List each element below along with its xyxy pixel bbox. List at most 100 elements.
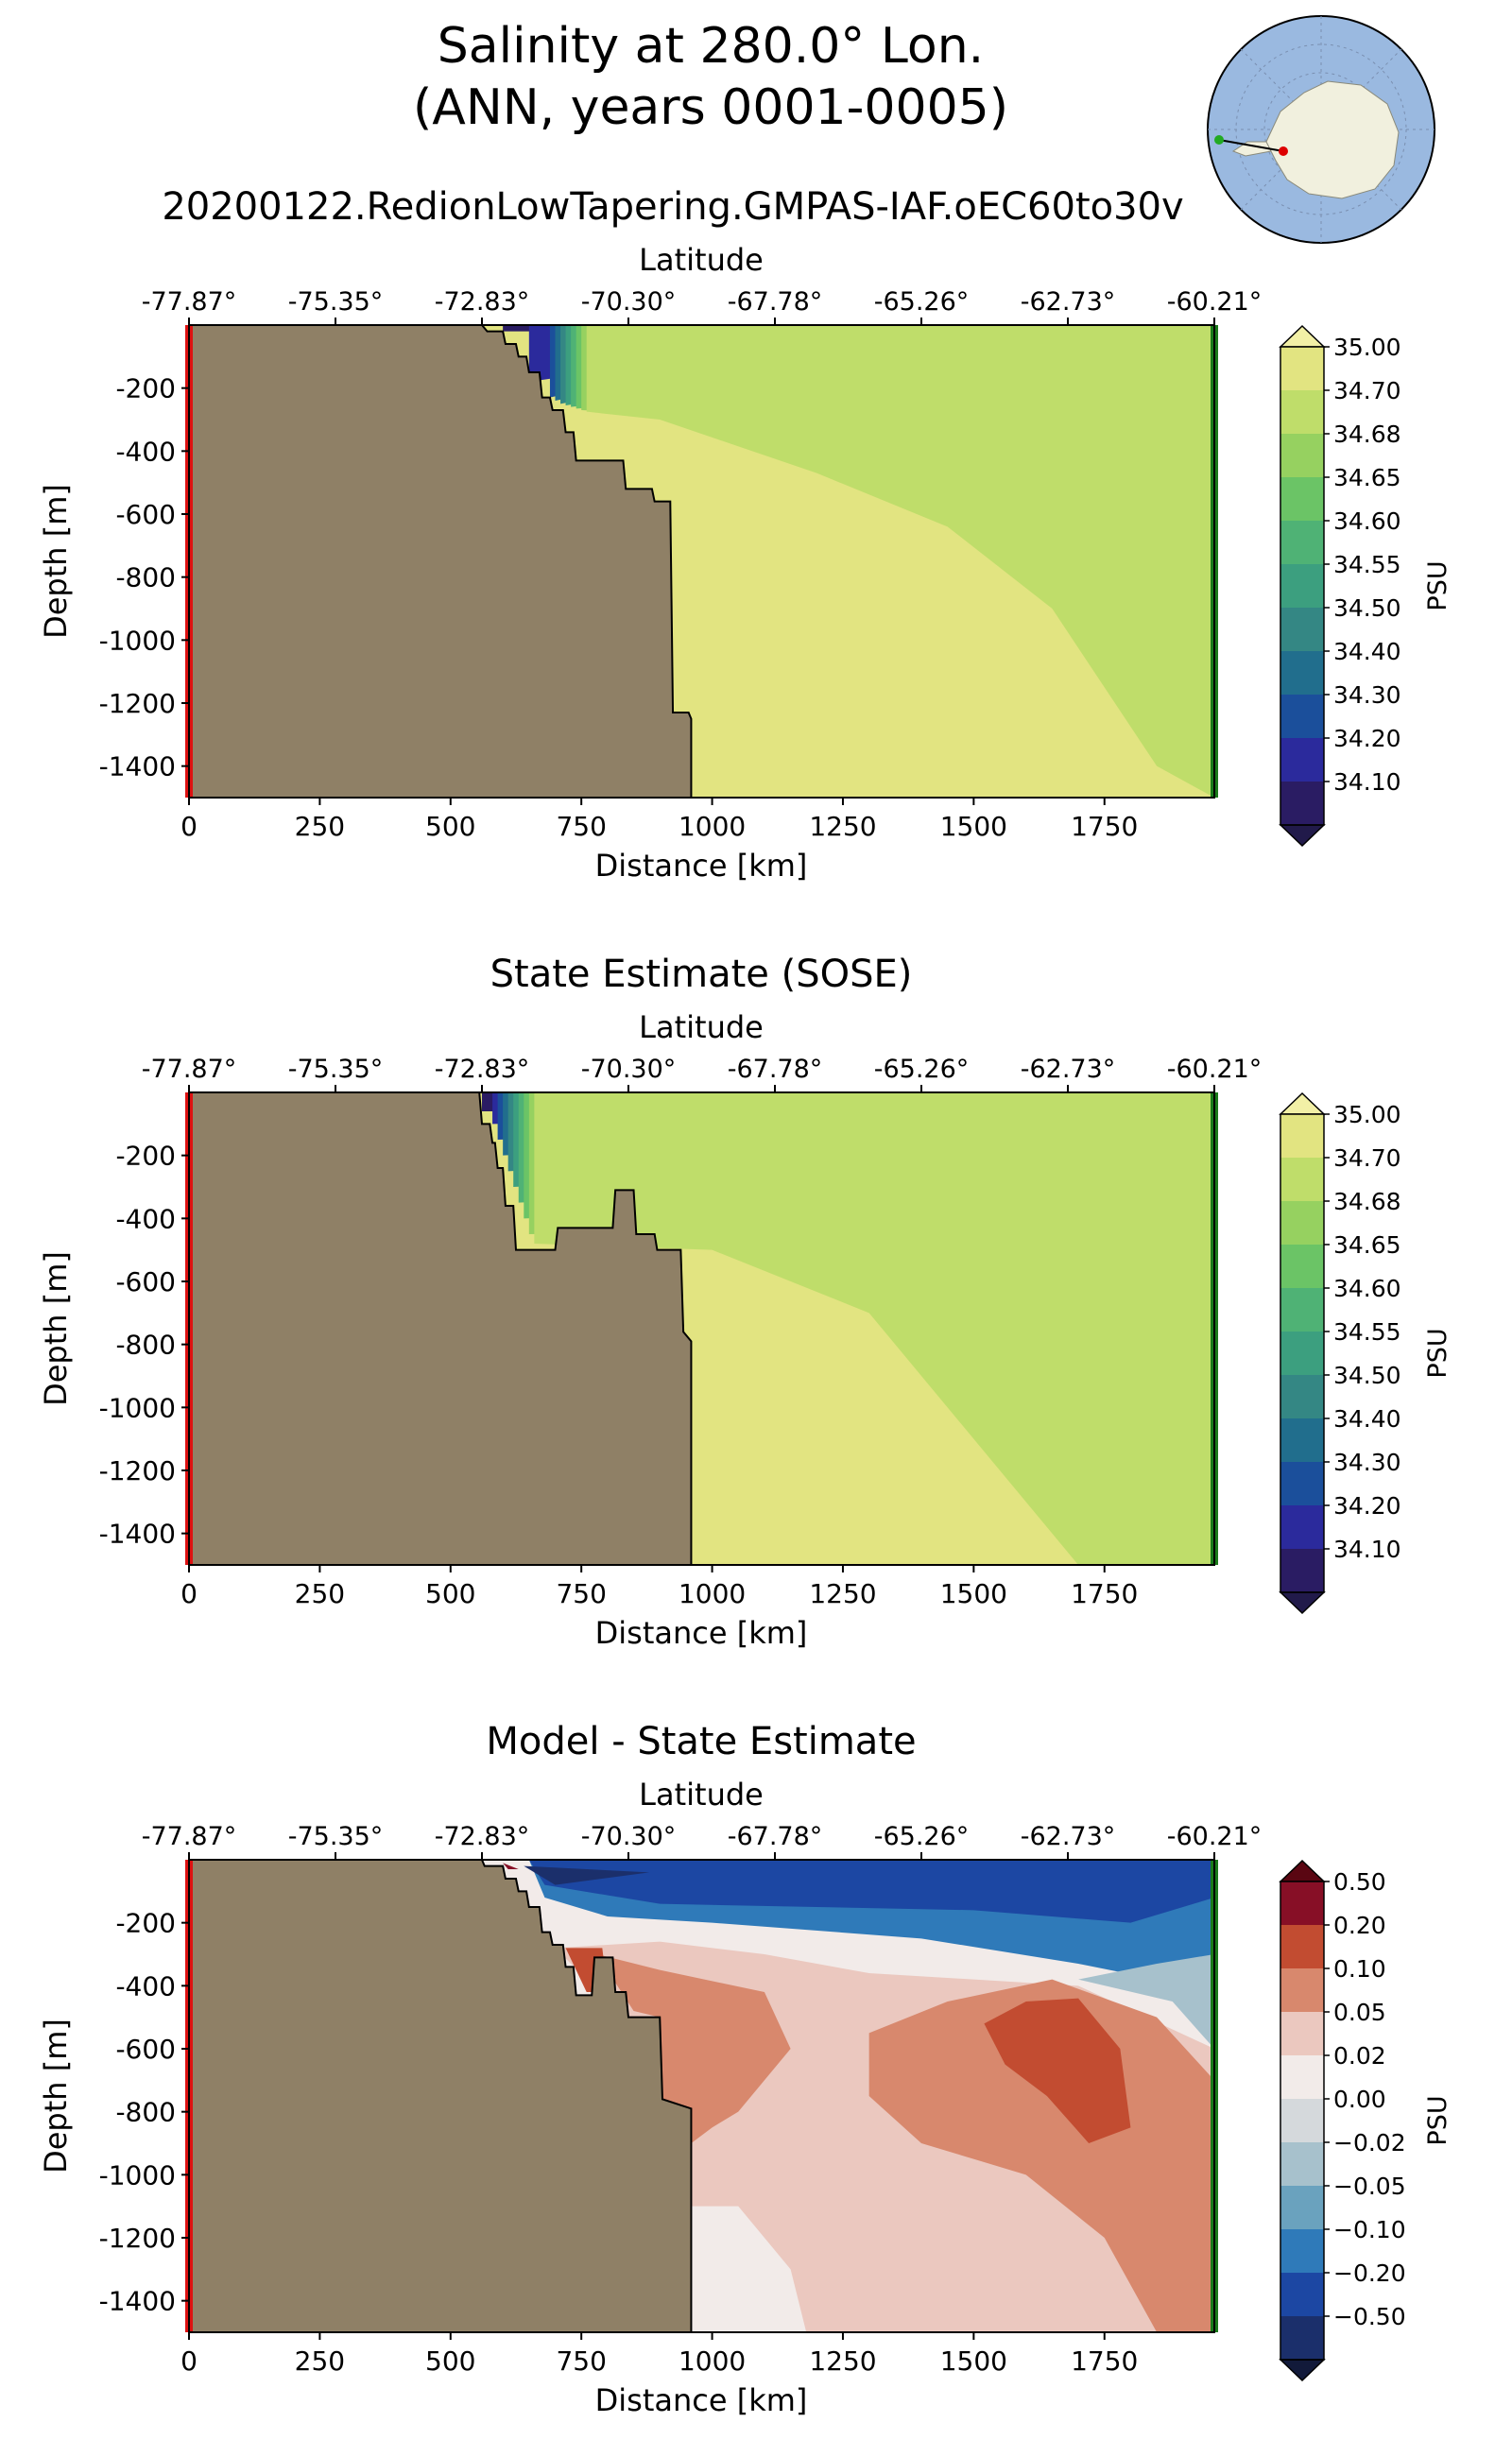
colorbar-level-label: 34.60 [1333, 1275, 1401, 1302]
lat-tick-label: -60.21° [1167, 1822, 1263, 1851]
colorbar-level-label: 34.10 [1333, 768, 1401, 796]
y-tick-label: -400 [115, 436, 176, 467]
colorbar-extend-under [1279, 824, 1326, 848]
contour-region-5 [596, 1954, 791, 2143]
top-axis-label: Latitude [639, 1009, 764, 1045]
colorbar-level-label: 34.30 [1333, 681, 1401, 709]
colorbar-swatch-7 [1280, 1418, 1324, 1462]
colorbar-level-label: −0.20 [1333, 2259, 1406, 2287]
colorbar-swatch-6 [1280, 608, 1324, 651]
colorbar-level-label: 34.70 [1333, 377, 1401, 404]
colorbar-level-label: −0.50 [1333, 2303, 1406, 2330]
colorbar-swatch-3 [1280, 2012, 1324, 2055]
y-axis-label: Depth [m] [38, 484, 74, 639]
y-tick-label: -400 [115, 1203, 176, 1234]
x-tick-label: 0 [180, 2345, 198, 2377]
colorbar-swatch-2 [1280, 434, 1324, 477]
colorbar-level-label: 34.50 [1333, 594, 1401, 622]
colorbar-swatch-5 [1280, 564, 1324, 608]
plot-area [189, 325, 1214, 798]
x-tick-label: 1000 [679, 1578, 746, 1609]
colorbar-swatch-4 [1280, 1288, 1324, 1332]
plot-area [189, 1860, 1214, 2332]
x-tick-label: 1250 [809, 2345, 876, 2377]
colorbar-level-label: 34.68 [1333, 1188, 1401, 1215]
colorbar-level-label: 0.50 [1333, 1868, 1386, 1896]
lat-tick-label: -75.35° [288, 1822, 384, 1851]
y-tick-label: -1400 [99, 2286, 176, 2317]
contour-region-6 [868, 1979, 1214, 2332]
colorbar-swatch-4 [1280, 521, 1324, 564]
contour-region-7 [984, 1998, 1131, 2143]
x-tick-label: 1500 [940, 2345, 1007, 2377]
inset-transect-line [1218, 139, 1284, 152]
x-tick-label: 500 [425, 2345, 475, 2377]
colorbar-level-label: −0.10 [1333, 2216, 1406, 2243]
lat-tick-label: -72.83° [435, 1822, 530, 1851]
figure-title-line1: Salinity at 280.0° Lon. [438, 18, 984, 75]
colorbar-extend-over [1279, 1859, 1326, 1882]
y-tick-label: -600 [115, 499, 176, 530]
colorbar-level-label: 34.30 [1333, 1449, 1401, 1476]
panel-model-salinity: 20200122.RedionLowTapering.GMPAS-IAF.oEC… [38, 185, 1452, 884]
colorbar-label: PSU [1423, 560, 1452, 610]
x-tick-label: 250 [295, 811, 345, 842]
colorbar-extend-over [1279, 324, 1326, 348]
colorbar-level-label: 34.20 [1333, 725, 1401, 752]
colorbar-swatch-10 [1280, 782, 1324, 825]
colorbar-swatch-9 [1280, 738, 1324, 782]
colorbar-swatch-9 [1280, 1505, 1324, 1549]
contour-region-9 [1078, 1954, 1214, 2049]
colorbar-level-label: 0.00 [1333, 2086, 1386, 2113]
lat-tick-label: -67.78° [728, 1055, 823, 1084]
land-mask [189, 1092, 693, 1565]
colorbar-level-label: 34.68 [1333, 421, 1401, 448]
x-axis-label: Distance [km] [595, 848, 808, 884]
colorbar-swatch-1 [1280, 1158, 1324, 1201]
lat-tick-label: -77.87° [142, 1055, 237, 1084]
y-tick-label: -1200 [99, 688, 176, 719]
colorbar-swatch-1 [1280, 1925, 1324, 1968]
colorbar-level-label: 34.65 [1333, 464, 1401, 491]
colorbar-swatch-0 [1280, 1114, 1324, 1158]
colorbar-swatch-8 [1280, 1462, 1324, 1505]
colorbar-swatch-10 [1280, 1549, 1324, 1592]
x-tick-label: 0 [180, 811, 198, 842]
lat-tick-label: -60.21° [1167, 1055, 1263, 1084]
x-axis-label: Distance [km] [595, 1615, 808, 1651]
lat-tick-label: -77.87° [142, 1822, 237, 1851]
colorbar-level-label: 34.65 [1333, 1231, 1401, 1259]
lat-tick-label: -65.26° [874, 1055, 970, 1084]
colorbar-level-label: 0.20 [1333, 1912, 1386, 1939]
lat-tick-label: -62.73° [1021, 1822, 1116, 1851]
panel-model-minus-sose: Model - State Estimate Latitude 0 250 500 750… [38, 1720, 1452, 2418]
y-tick-label: -1400 [99, 1519, 176, 1550]
y-tick-label: -400 [115, 1970, 176, 2002]
colorbar-swatch-10 [1280, 2316, 1324, 2360]
lat-tick-label: -75.35° [288, 1055, 384, 1084]
x-tick-label: 750 [556, 1578, 606, 1609]
lat-tick-label: -70.30° [581, 287, 677, 317]
colorbar-level-label: 34.40 [1333, 638, 1401, 665]
colorbar-level-label: −0.02 [1333, 2129, 1406, 2156]
x-tick-label: 750 [556, 811, 606, 842]
colorbar-swatch-9 [1280, 2273, 1324, 2316]
colorbar-label: PSU [1423, 2095, 1452, 2145]
lat-tick-label: -65.26° [874, 287, 970, 317]
y-tick-label: -200 [115, 373, 176, 404]
colorbar-frame [1280, 1113, 1325, 1593]
colorbar-swatch-4 [1280, 2055, 1324, 2099]
axes-frame [188, 324, 1215, 799]
contour-region-1 [528, 1860, 1214, 1923]
land-mask [189, 1860, 693, 2332]
colorbar-extend-under [1279, 1591, 1326, 1615]
x-tick-label: 1000 [679, 811, 746, 842]
x-tick-label: 1250 [809, 1578, 876, 1609]
colorbar-swatch-8 [1280, 695, 1324, 738]
colorbar-label: PSU [1423, 1328, 1452, 1378]
axes-frame [188, 1091, 1215, 1566]
y-tick-label: -1000 [99, 625, 176, 656]
colorbar-level-label: 34.10 [1333, 1536, 1401, 1563]
x-tick-label: 1750 [1071, 2345, 1138, 2377]
